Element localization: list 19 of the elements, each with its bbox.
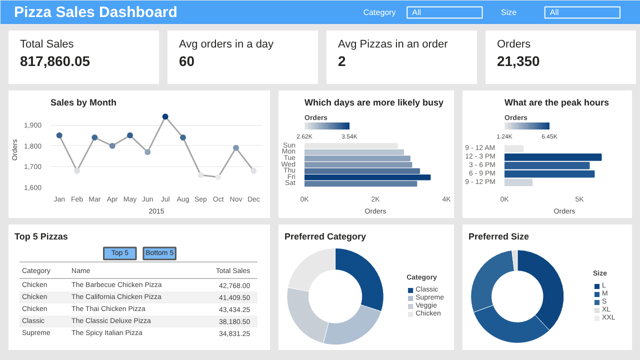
text: Category [363,8,396,17]
text: Size [501,8,518,17]
text: 21,350 [496,53,540,70]
chart-title: Which days are more likely busy [304,98,444,108]
chart-title: What are the peak hours [504,98,610,108]
text: Total Sales [20,38,74,51]
text: Pizza Sales Dashboard [14,4,178,21]
text: Avg orders in a day [178,38,274,51]
chart-title: Preferred Size [468,232,530,242]
text: All [412,8,422,17]
text: 60 [178,53,195,70]
text: 2 [338,53,346,70]
text: Orders [496,38,532,51]
text: 817,860.05 [20,53,90,70]
chart-title: Preferred Category [284,232,366,242]
text: Avg Pizzas in an order [338,38,448,51]
chart-title: Sales by Month [50,98,117,108]
text: Top 5 Pizzas [14,232,68,242]
text: All [550,8,559,17]
